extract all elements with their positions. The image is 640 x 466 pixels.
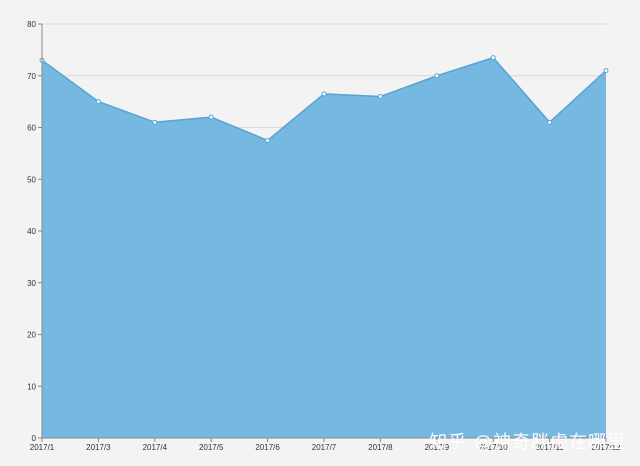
x-tick-label: 2017/5 [199, 443, 224, 452]
y-tick-label: 70 [27, 72, 36, 81]
y-tick-label: 30 [27, 279, 36, 288]
data-point [490, 55, 496, 61]
y-tick-labels: 0 10 20 30 40 50 60 70 80 [27, 20, 42, 443]
data-point [265, 137, 271, 143]
x-tick-label: 2017/6 [255, 443, 280, 452]
data-point [377, 93, 383, 99]
x-tick-label: 2017/9 [425, 443, 450, 452]
x-tick-label: 2017/11 [535, 443, 564, 452]
x-tick-label: 2017/8 [368, 443, 393, 452]
data-point [152, 119, 158, 125]
x-tick-label: 2017/12 [592, 443, 621, 452]
data-point [208, 114, 214, 120]
data-point [95, 99, 101, 105]
watermark: 知乎 @神奇胖虎在哪里 [429, 432, 626, 453]
y-tick-label: 50 [27, 175, 36, 184]
x-tick-label: 2017/10 [479, 443, 508, 452]
data-point [434, 73, 440, 79]
x-tick-label: 2017/1 [30, 443, 55, 452]
y-tick-label: 0 [32, 434, 37, 443]
x-tick-label: 2017/4 [143, 443, 168, 452]
data-point [321, 91, 327, 97]
data-point [547, 119, 553, 125]
x-tick-label: 2017/3 [86, 443, 111, 452]
area-series [42, 57, 606, 438]
y-tick-label: 60 [27, 124, 36, 133]
data-point [603, 68, 609, 74]
x-tick-labels: 2017/1 2017/3 2017/4 2017/5 2017/6 2017/7 2017… [30, 438, 621, 452]
y-tick-label: 20 [27, 331, 36, 340]
y-tick-label: 80 [27, 20, 36, 29]
y-tick-label: 10 [27, 382, 36, 391]
y-tick-label: 40 [27, 227, 36, 236]
x-tick-label: 2017/7 [312, 443, 337, 452]
